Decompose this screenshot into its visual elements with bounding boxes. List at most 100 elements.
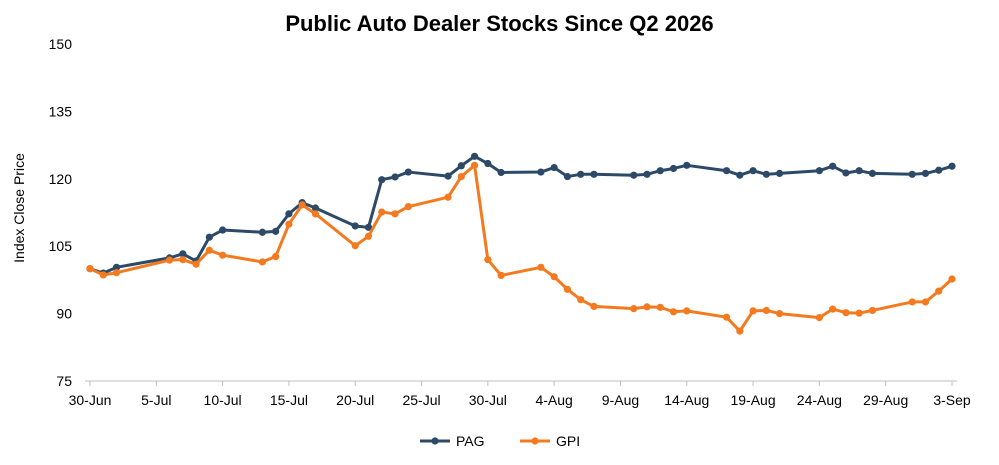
y-tick-label: 105 <box>49 238 73 254</box>
data-point-pag <box>577 170 585 178</box>
x-tick-label: 4-Aug <box>535 392 572 408</box>
data-point-gpi <box>364 232 373 240</box>
data-point-pag <box>908 170 916 178</box>
data-point-gpi <box>378 208 386 216</box>
data-point-pag <box>736 171 744 179</box>
data-point-gpi <box>537 263 545 271</box>
data-point-pag <box>444 172 452 180</box>
series-layer <box>86 152 956 335</box>
x-tick-label: 10-Jul <box>204 392 242 408</box>
x-tick-label: 20-Jul <box>336 392 374 408</box>
data-point-pag <box>364 223 373 231</box>
data-point-gpi <box>311 210 320 218</box>
chart-title: Public Auto Dealer Stocks Since Q2 2026 <box>285 11 714 36</box>
data-point-gpi <box>86 265 94 273</box>
data-point-pag <box>457 162 465 170</box>
data-point-gpi <box>921 298 930 306</box>
data-point-pag <box>179 250 187 258</box>
data-point-pag <box>470 152 479 160</box>
data-point-gpi <box>99 271 107 279</box>
data-point-gpi <box>669 308 678 316</box>
data-point-gpi <box>868 306 877 315</box>
data-point-pag <box>855 167 863 175</box>
data-point-gpi <box>935 287 943 295</box>
data-point-pag <box>776 169 784 178</box>
legend-item-pag: PAG <box>420 433 485 449</box>
data-point-gpi <box>643 303 651 311</box>
legend-swatch-marker <box>431 437 439 445</box>
y-tick-label: 90 <box>56 306 72 322</box>
data-point-pag <box>842 169 850 177</box>
data-point-gpi <box>192 260 200 268</box>
series-line-gpi <box>88 163 954 333</box>
data-point-pag <box>351 222 359 230</box>
y-tick-label: 75 <box>56 373 72 389</box>
data-point-pag <box>272 227 280 235</box>
data-point-gpi <box>842 309 850 317</box>
data-point-gpi <box>829 305 837 313</box>
data-point-gpi <box>165 256 174 264</box>
data-point-pag <box>683 161 691 169</box>
data-point-gpi <box>776 310 784 318</box>
y-axis-title: Index Close Price <box>11 153 27 263</box>
data-point-gpi <box>736 327 744 335</box>
data-point-pag <box>219 226 227 234</box>
x-tick-label: 9-Aug <box>602 392 639 408</box>
data-point-gpi <box>272 252 280 261</box>
data-point-gpi <box>179 256 187 264</box>
x-tick-label: 30-Jun <box>69 392 112 408</box>
data-point-gpi <box>457 172 465 181</box>
data-point-pag <box>656 167 664 175</box>
data-point-pag <box>590 170 598 178</box>
data-point-gpi <box>550 273 558 281</box>
data-point-pag <box>258 228 266 236</box>
data-point-pag <box>285 210 293 218</box>
series-gpi <box>86 161 956 335</box>
data-point-pag <box>112 263 121 271</box>
data-point-pag <box>550 163 558 172</box>
data-point-pag <box>749 167 757 175</box>
legend-label: PAG <box>456 433 485 449</box>
data-point-gpi <box>205 246 213 254</box>
data-point-gpi <box>404 203 412 211</box>
data-point-gpi <box>722 313 731 321</box>
data-point-gpi <box>219 251 227 259</box>
data-point-gpi <box>258 258 266 266</box>
data-point-gpi <box>590 302 598 311</box>
data-point-pag <box>868 169 877 178</box>
data-point-pag <box>378 176 386 184</box>
data-point-gpi <box>298 201 306 209</box>
data-point-gpi <box>948 275 956 283</box>
data-point-pag <box>669 164 678 173</box>
x-tick-label: 25-Jul <box>402 392 440 408</box>
data-point-pag <box>829 162 837 170</box>
data-point-pag <box>311 204 320 212</box>
data-point-pag <box>484 159 492 168</box>
x-tick-label: 29-Aug <box>863 392 908 408</box>
y-tick-label: 135 <box>49 103 73 119</box>
data-point-gpi <box>351 242 359 250</box>
data-point-gpi <box>577 296 585 304</box>
x-tick-label: 30-Jul <box>469 392 507 408</box>
data-point-pag <box>722 167 731 175</box>
y-axis-tick-labels: 75 90 105 120 135 150 <box>49 36 73 389</box>
x-axis-tick-labels: 30-Jun 5-Jul 10-Jul 15-Jul 20-Jul 25-Jul 30-Ju… <box>69 392 971 408</box>
data-point-gpi <box>656 303 664 311</box>
data-point-pag <box>205 233 213 241</box>
data-point-gpi <box>908 298 916 306</box>
x-tick-label: 5-Jul <box>141 392 171 408</box>
data-point-pag <box>497 168 505 177</box>
data-point-pag <box>935 166 943 174</box>
data-point-gpi <box>749 307 757 315</box>
data-point-pag <box>391 173 399 181</box>
data-point-gpi <box>683 307 691 315</box>
data-point-pag <box>815 167 823 175</box>
legend-item-gpi: GPI <box>520 433 580 449</box>
data-point-gpi <box>563 285 572 293</box>
data-point-gpi <box>444 193 452 201</box>
data-point-gpi <box>815 314 823 322</box>
data-point-pag <box>762 170 770 178</box>
x-tick-label: 15-Jul <box>270 392 308 408</box>
data-point-gpi <box>497 271 505 280</box>
